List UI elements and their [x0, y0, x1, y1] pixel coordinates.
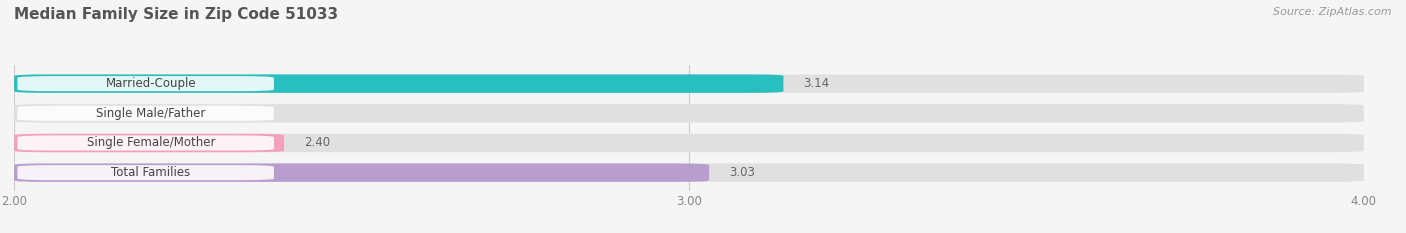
FancyBboxPatch shape [14, 104, 1364, 123]
FancyBboxPatch shape [14, 134, 1364, 152]
Text: 3.03: 3.03 [730, 166, 755, 179]
Text: Source: ZipAtlas.com: Source: ZipAtlas.com [1274, 7, 1392, 17]
FancyBboxPatch shape [14, 164, 1364, 182]
FancyBboxPatch shape [17, 106, 274, 121]
Text: Median Family Size in Zip Code 51033: Median Family Size in Zip Code 51033 [14, 7, 339, 22]
Text: Total Families: Total Families [111, 166, 190, 179]
Text: 2.40: 2.40 [304, 137, 330, 150]
FancyBboxPatch shape [14, 164, 709, 182]
Text: Married-Couple: Married-Couple [105, 77, 195, 90]
FancyBboxPatch shape [14, 134, 284, 152]
FancyBboxPatch shape [17, 76, 274, 91]
FancyBboxPatch shape [17, 135, 274, 151]
Text: 3.14: 3.14 [804, 77, 830, 90]
FancyBboxPatch shape [14, 74, 1364, 93]
FancyBboxPatch shape [17, 165, 274, 180]
FancyBboxPatch shape [14, 74, 783, 93]
Text: Single Female/Mother: Single Female/Mother [87, 137, 215, 150]
Text: Single Male/Father: Single Male/Father [96, 107, 205, 120]
